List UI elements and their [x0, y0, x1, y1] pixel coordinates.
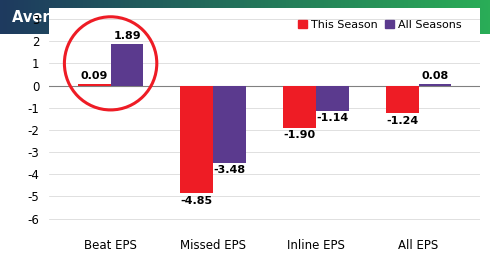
Text: -1.14: -1.14	[316, 114, 348, 124]
Text: 0.08: 0.08	[421, 71, 449, 81]
Bar	[78, 83, 111, 86]
Legend: This Season, All Seasons: This Season, All Seasons	[294, 16, 466, 35]
Text: 1.89: 1.89	[113, 31, 141, 41]
Bar	[386, 86, 418, 113]
Bar	[180, 86, 213, 193]
Bar	[418, 84, 451, 86]
Text: 0.09: 0.09	[80, 71, 108, 81]
Bar	[283, 86, 316, 128]
Text: -4.85: -4.85	[181, 196, 213, 206]
Text: -3.48: -3.48	[214, 165, 246, 175]
Text: -1.90: -1.90	[283, 130, 316, 140]
Bar	[111, 44, 144, 86]
Text: Average 1-Day % Chg of Stocks on Earnings This Season: Average 1-Day % Chg of Stocks on Earning…	[12, 10, 478, 25]
Bar	[213, 86, 246, 163]
Text: -1.24: -1.24	[386, 116, 418, 126]
Bar	[316, 86, 349, 111]
